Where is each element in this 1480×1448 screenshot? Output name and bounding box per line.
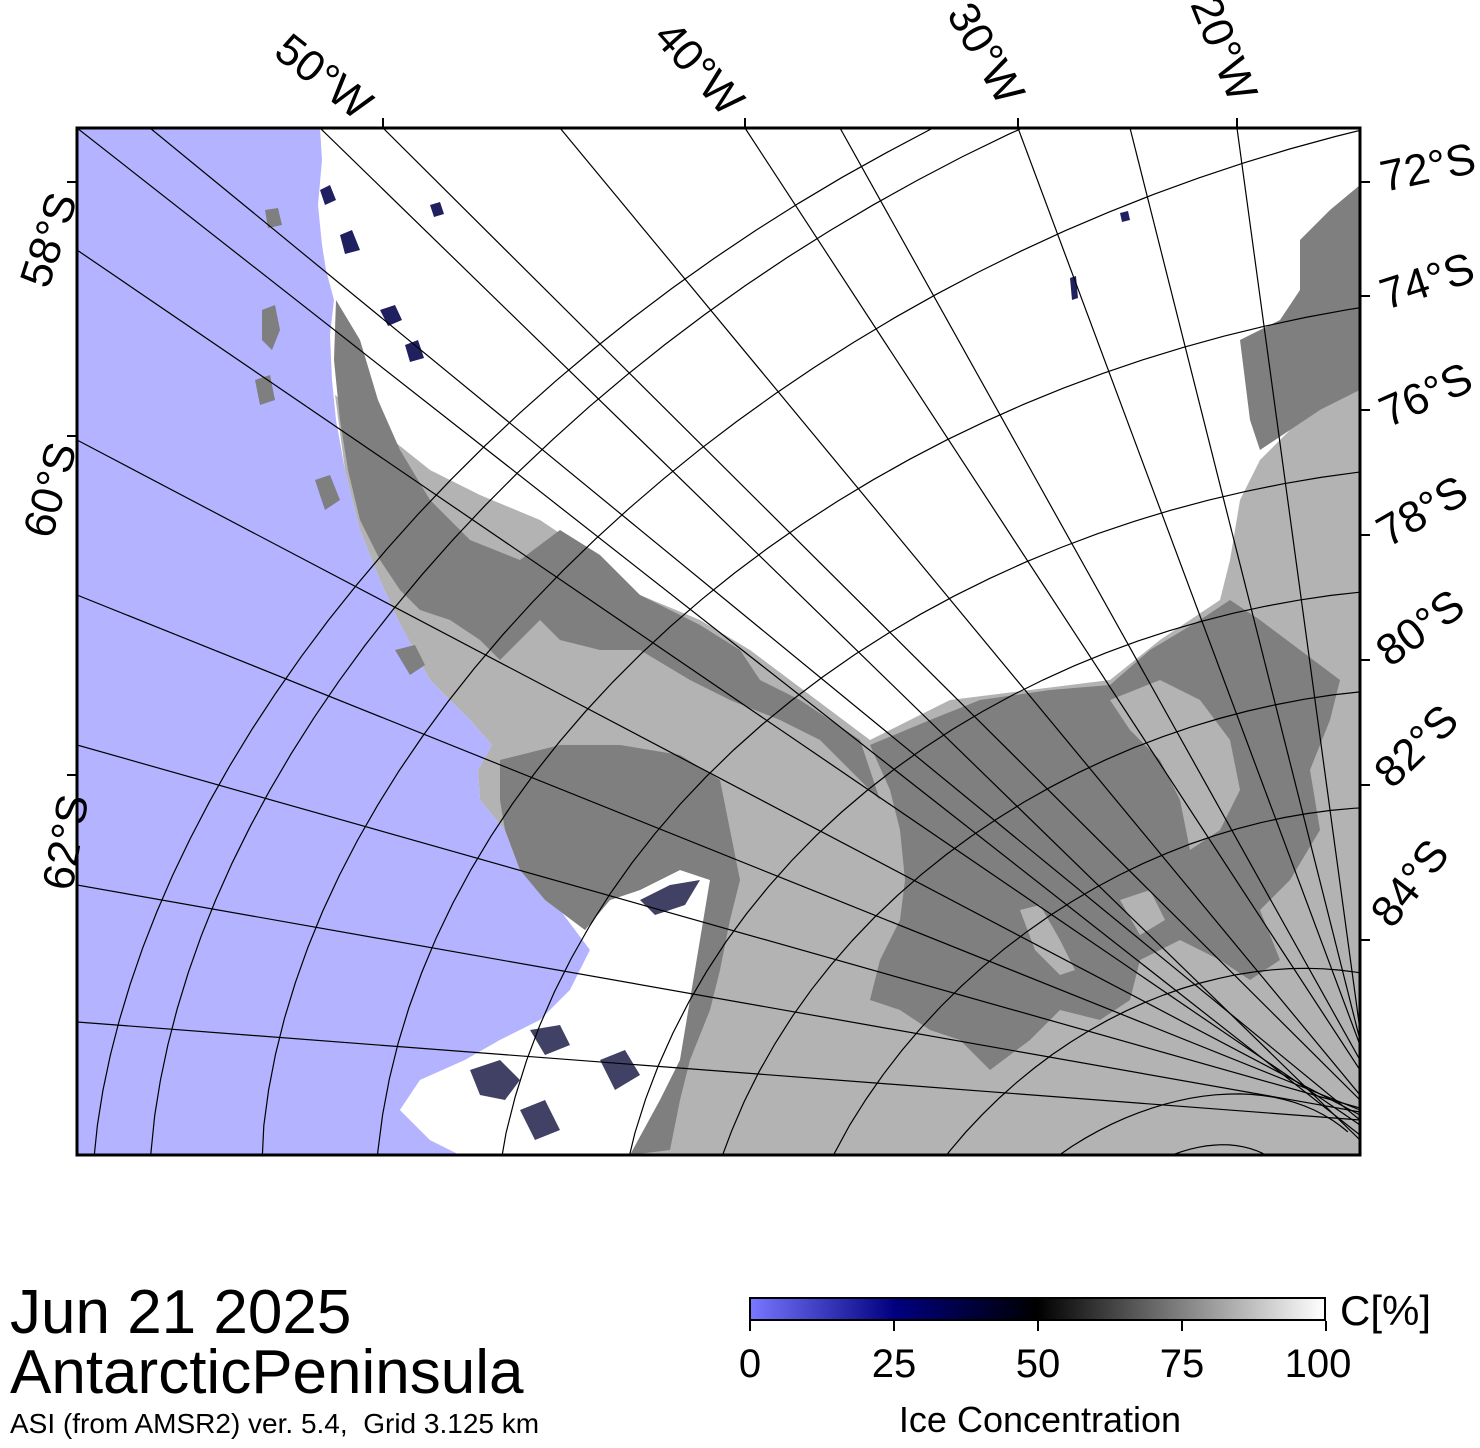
lon-label-20w: 20°W xyxy=(1181,0,1267,108)
colorbar-title: Ice Concentration xyxy=(898,1399,1182,1440)
colorbar-tick xyxy=(1181,1321,1183,1331)
lat-label-82s: 82°S xyxy=(1365,695,1468,797)
colorbar-tick xyxy=(1325,1321,1327,1331)
ice-rise-patches xyxy=(1020,680,1240,975)
land-central-block xyxy=(500,745,740,1155)
colorbar-tick xyxy=(749,1321,751,1331)
lat-label-72s: 72°S xyxy=(1376,134,1480,202)
colorbar xyxy=(749,1297,1326,1321)
land-area xyxy=(334,300,880,800)
sea-ice-map: 50°W 40°W 30°W 20°W 58°S 60°S 62°S 72°S … xyxy=(11,0,1480,1157)
lat-label-80s: 80°S xyxy=(1367,580,1473,676)
colorbar-tick-label: 100 xyxy=(1284,1342,1352,1386)
colorbar-unit: C[%] xyxy=(1340,1287,1432,1334)
product-label: ASI (from AMSR2) ver. 5.4, Grid 3.125 km xyxy=(10,1408,540,1439)
lat-label-78s: 78°S xyxy=(1369,466,1477,556)
colorbar-tick-label: 0 xyxy=(738,1342,762,1386)
map-frame xyxy=(75,126,1362,1157)
frame-ticks xyxy=(67,118,1370,941)
lat-label-74s: 74°S xyxy=(1374,243,1480,319)
lon-label-30w: 30°W xyxy=(937,0,1034,113)
colorbar-tick-label: 25 xyxy=(871,1342,917,1386)
lat-label-76s: 76°S xyxy=(1372,353,1480,437)
colorbar-tick-label: 50 xyxy=(1015,1342,1061,1386)
marginal-ice-dark-patches xyxy=(470,880,700,1140)
region-label: AntarcticPeninsula xyxy=(10,1338,524,1407)
colorbar-tick-label: 75 xyxy=(1159,1342,1205,1386)
lon-label-40w: 40°W xyxy=(645,12,754,125)
date-label: Jun 21 2025 xyxy=(10,1278,352,1347)
lat-label-84s: 84°S xyxy=(1361,830,1459,936)
graticule xyxy=(77,128,1360,1155)
land-eastern-strip xyxy=(1240,185,1360,450)
lon-label-50w: 50°W xyxy=(266,24,382,129)
colorbar-tick xyxy=(893,1321,895,1331)
open-water-area xyxy=(77,128,610,1155)
colorbar-tick xyxy=(1037,1321,1039,1331)
